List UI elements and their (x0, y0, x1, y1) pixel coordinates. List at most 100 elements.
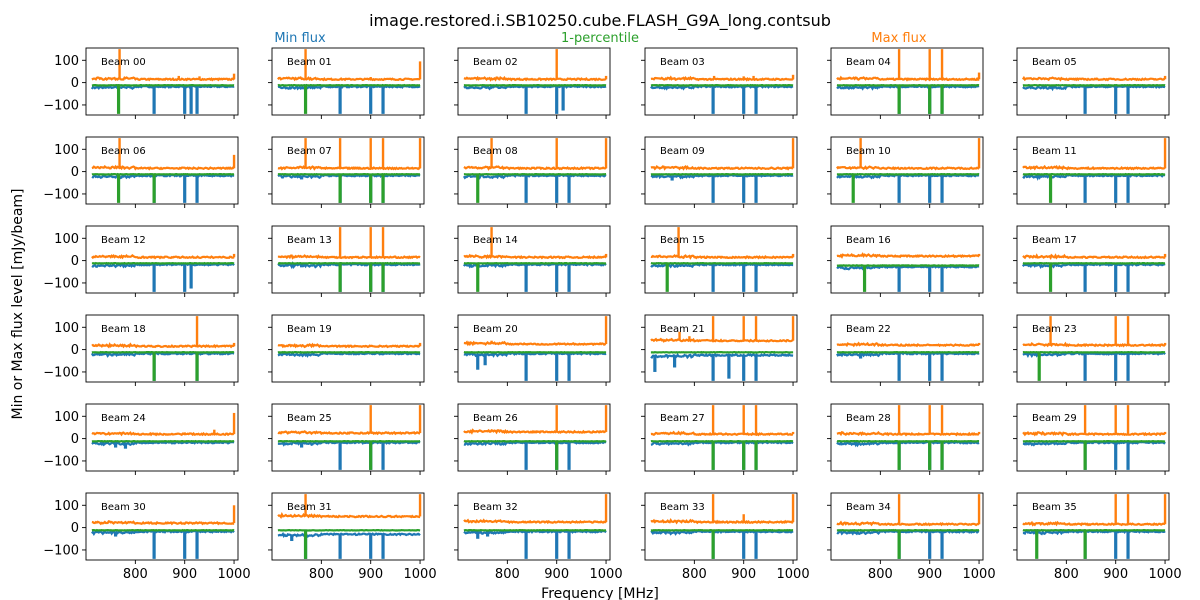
legend-max-flux: Max flux (871, 31, 926, 46)
beam-28-plot-area (836, 405, 981, 470)
beam-25-max-flux-line (277, 430, 421, 436)
beam-27-min-flux-line (650, 440, 794, 447)
beam-33-x-tick-label: 800 (682, 567, 707, 582)
beam-13-plot-area (277, 227, 421, 292)
beam-19-frame (271, 314, 425, 383)
beam-02-frame (457, 47, 611, 116)
beam-10-max-flux-line (836, 165, 980, 171)
beam-10-plot-area (836, 138, 981, 203)
beam-23-frame (1016, 314, 1170, 383)
beam-16-label: Beam 16 (846, 235, 891, 246)
beam-14-label: Beam 14 (473, 235, 518, 246)
beam-29-plot-area (1022, 405, 1167, 470)
beam-33-x-tick-label: 1000 (777, 567, 810, 582)
beam-35-x-tick-label: 1000 (1149, 567, 1182, 582)
beam-24-y-tick-label: 0 (71, 432, 79, 447)
beam-11-label: Beam 11 (1032, 146, 1077, 157)
beam-35-label: Beam 35 (1032, 502, 1077, 513)
beam-09-plot-area (650, 138, 795, 203)
beam-21-label: Beam 21 (660, 324, 705, 335)
beam-06-frame (85, 136, 239, 205)
beam-27-plot-area (650, 405, 795, 470)
x-axis-label: Frequency [MHz] (541, 586, 659, 600)
beam-35-x-tick-label: 800 (1054, 567, 1079, 582)
beam-19-label: Beam 19 (287, 324, 332, 335)
beam-31-plot-area (277, 494, 422, 559)
beam-21-min-flux-line (650, 352, 794, 360)
beam-18-y-tick-label: −100 (43, 365, 79, 380)
beam-22-max-flux-line (836, 341, 980, 348)
beam-08-plot-area (462, 138, 608, 203)
beam-22-plot-area (836, 341, 981, 381)
beam-06-min-flux-line (91, 173, 235, 180)
beam-28-frame (830, 403, 984, 472)
beam-17-plot-area (1021, 253, 1167, 292)
beam-04-frame (830, 47, 984, 116)
beam-30-x-tick-label: 800 (123, 567, 148, 582)
beam-35-x-tick-label: 900 (1103, 567, 1128, 582)
beam-20-max-flux-line (463, 340, 607, 347)
legend-min-flux: Min flux (274, 31, 326, 46)
beam-15-label: Beam 15 (660, 235, 705, 246)
beam-03-frame (644, 47, 798, 116)
beam-24-y-tick-label: 100 (54, 410, 79, 425)
beam-27-max-flux-line (650, 430, 794, 437)
beam-08-frame (457, 136, 611, 205)
beam-30-y-tick-label: 100 (54, 499, 79, 514)
figure-title: image.restored.i.SB10250.cube.FLASH_G9A_… (369, 11, 831, 31)
beam-20-frame (457, 314, 611, 383)
y-axis-label: Min or Max flux level [mJy/beam] (10, 188, 26, 419)
beam-17-frame (1016, 225, 1170, 294)
beam-14-max-flux-line (463, 253, 607, 260)
beam-16-frame (830, 225, 984, 294)
beam-32-x-tick-label: 800 (495, 567, 520, 582)
beam-34-x-tick-label: 800 (868, 567, 893, 582)
beam-24-label: Beam 24 (101, 413, 146, 424)
legend-1-percentile: 1-percentile (561, 31, 639, 46)
beam-13-label: Beam 13 (287, 235, 332, 246)
beam-28-max-flux-line (836, 430, 980, 437)
beam-03-plot-area (650, 74, 795, 114)
beam-34-x-tick-label: 900 (917, 567, 942, 582)
beam-11-plot-area (1022, 138, 1167, 203)
beam-00-y-tick-label: −100 (43, 98, 79, 113)
beam-33-label: Beam 33 (660, 502, 705, 513)
beam-31-x-tick-label: 900 (358, 567, 383, 582)
beam-09-frame (644, 136, 798, 205)
beam-18-max-flux-line (91, 342, 235, 349)
beam-28-min-flux-line (836, 439, 980, 448)
beam-02-plot-area (463, 49, 608, 114)
beam-34-frame (830, 492, 984, 561)
beam-11-max-flux-line (1022, 164, 1166, 171)
beam-06-label: Beam 06 (101, 146, 146, 157)
beam-00-label: Beam 00 (101, 57, 146, 68)
beam-07-frame (271, 136, 425, 205)
beam-07-plot-area (277, 138, 422, 203)
beam-06-y-tick-label: 100 (54, 143, 79, 158)
beam-12-y-tick-label: 0 (71, 254, 79, 269)
beam-07-max-flux-line (277, 165, 421, 171)
beam-03-label: Beam 03 (660, 57, 705, 68)
beam-23-min-flux-line (1022, 351, 1166, 358)
beam-01-frame (271, 47, 425, 116)
beam-06-y-tick-label: −100 (43, 187, 79, 202)
beam-30-plot-area (91, 505, 236, 559)
beam-20-plot-area (463, 316, 608, 381)
beam-15-plot-area (650, 227, 795, 292)
beam-18-frame (85, 314, 239, 383)
beam-22-label: Beam 22 (846, 324, 891, 335)
beam-05-max-flux-line (1021, 75, 1166, 82)
beam-34-label: Beam 34 (846, 502, 891, 513)
beam-29-frame (1016, 403, 1170, 472)
beam-26-max-flux-line (463, 428, 607, 435)
beam-16-min-flux-line (836, 264, 980, 271)
beam-18-y-tick-label: 0 (71, 343, 79, 358)
beam-18-label: Beam 18 (101, 324, 146, 335)
beam-12-y-tick-label: −100 (43, 276, 79, 291)
beam-10-min-flux-line (836, 173, 980, 180)
beam-00-frame (85, 47, 239, 116)
beam-05-label: Beam 05 (1032, 57, 1077, 68)
beam-11-min-flux-line (1022, 172, 1166, 181)
beam-19-max-flux-line (277, 342, 421, 349)
beam-33-max-flux-line (650, 518, 794, 525)
